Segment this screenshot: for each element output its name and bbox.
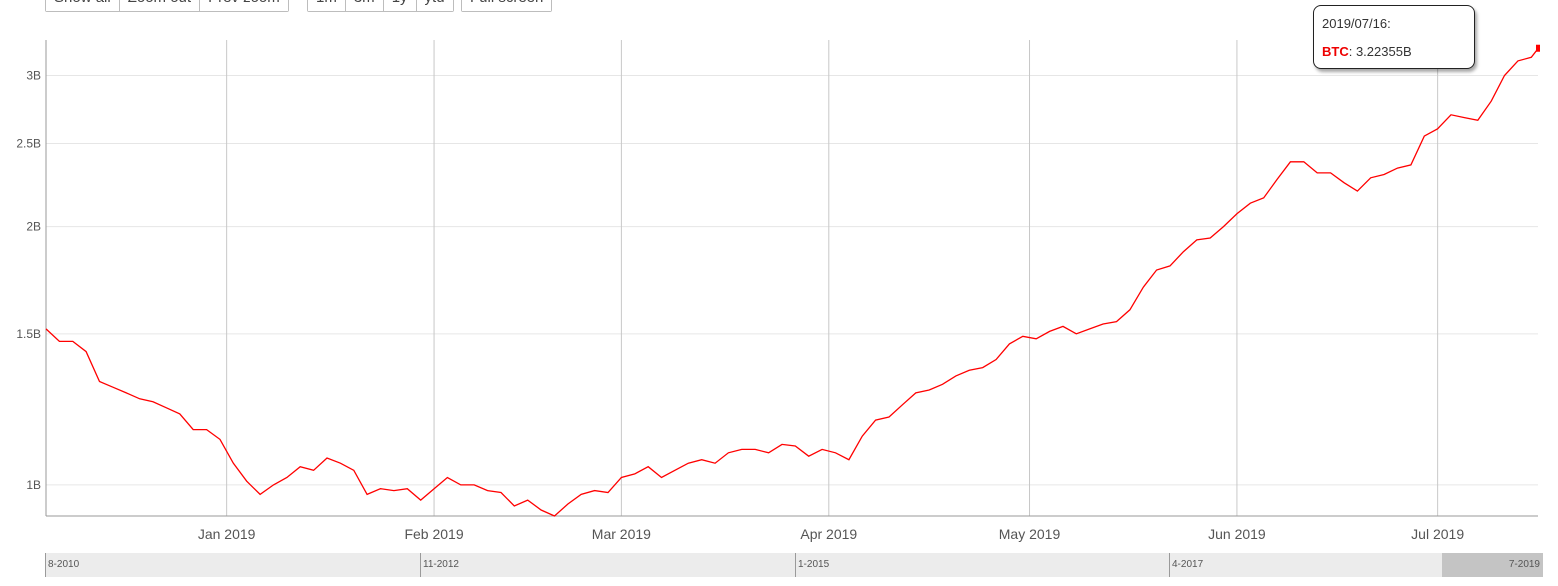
- y-tick-label: 2.5B: [16, 136, 41, 150]
- x-tick-label: Jul 2019: [1411, 526, 1464, 542]
- prev-zoom-button[interactable]: Prev zoom: [199, 0, 288, 11]
- fullscreen-button-group: Full screen: [461, 0, 553, 12]
- zoom-out-button[interactable]: Zoom out: [118, 0, 200, 11]
- period-button-group: 1m 3m 1y ytd: [307, 0, 454, 12]
- x-tick-label: May 2019: [999, 526, 1061, 542]
- tooltip-series-name: BTC: [1322, 44, 1349, 59]
- x-tick-label: Apr 2019: [800, 526, 857, 542]
- vertical-gridlines: [226, 40, 1439, 516]
- navigator-selection[interactable]: [1442, 553, 1543, 577]
- fullscreen-button[interactable]: Full screen: [462, 0, 552, 11]
- y-axis-labels: 1B 1.5B 2B 2.5B 3B: [16, 69, 41, 492]
- x-tick-label: Jan 2019: [198, 526, 256, 542]
- y-tick-label: 3B: [26, 69, 41, 83]
- last-point-marker: [1536, 44, 1540, 52]
- x-tick-label: Feb 2019: [404, 526, 463, 542]
- series-line-btc[interactable]: [45, 48, 1539, 517]
- navigator-label: 11-2012: [420, 553, 459, 577]
- tooltip-row: BTC: 3.22355B: [1322, 44, 1412, 59]
- navigator-label: 4-2017: [1169, 553, 1203, 577]
- x-tick-label: Jun 2019: [1208, 526, 1266, 542]
- tooltip-value: 3.22355B: [1355, 44, 1412, 59]
- period-1m-button[interactable]: 1m: [308, 0, 345, 11]
- y-tick-label: 2B: [26, 220, 41, 234]
- tooltip: 2019/07/16: BTC: 3.22355B: [1313, 5, 1475, 69]
- period-ytd-button[interactable]: ytd: [415, 0, 453, 11]
- navigator-label: 1-2015: [795, 553, 829, 577]
- navigator-label: 8-2010: [45, 553, 79, 577]
- line-chart[interactable]: 1B 1.5B 2B 2.5B 3B Jan 2019 Feb 2019 Mar 2019 A…: [0, 0, 1558, 550]
- tooltip-date: 2019/07/16:: [1322, 16, 1391, 31]
- period-3m-button[interactable]: 3m: [344, 0, 383, 11]
- navigator-end-label: 7-2019: [1508, 559, 1540, 570]
- navigator[interactable]: 8-2010 11-2012 1-2015 4-2017 7-2019: [45, 553, 1543, 577]
- tooltip-separator: :: [1348, 44, 1356, 59]
- show-all-button[interactable]: Show all: [46, 0, 119, 11]
- y-tick-label: 1.5B: [16, 327, 41, 341]
- zoom-button-group: Show all Zoom out Prev zoom: [45, 0, 289, 12]
- x-axis-labels: Jan 2019 Feb 2019 Mar 2019 Apr 2019 May 2019…: [198, 526, 1464, 542]
- y-tick-label: 1B: [26, 478, 41, 492]
- horizontal-gridlines: [46, 75, 1538, 486]
- x-tick-label: Mar 2019: [592, 526, 651, 542]
- period-1y-button[interactable]: 1y: [382, 0, 416, 11]
